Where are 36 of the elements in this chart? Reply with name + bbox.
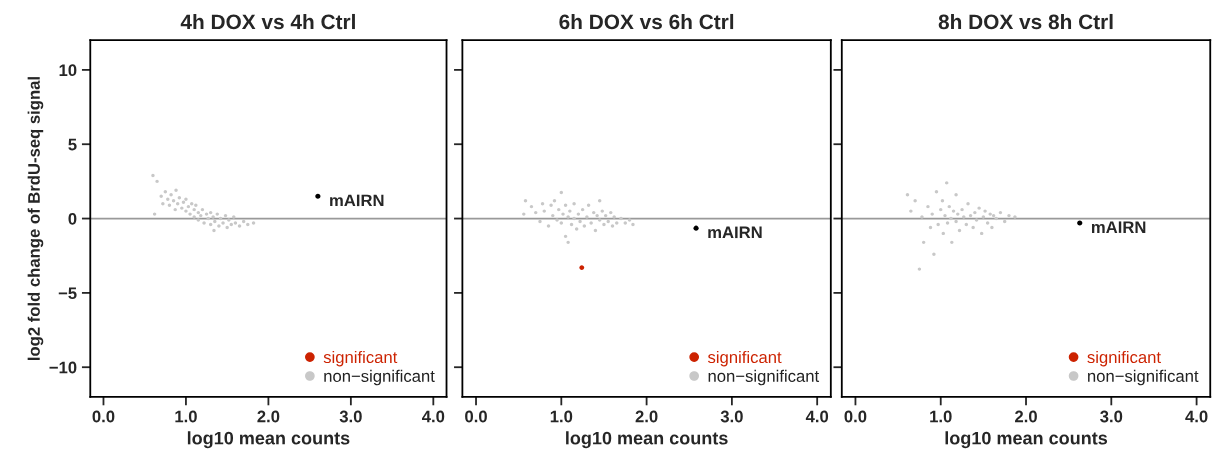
x-tick-label: 2.0 [1015, 410, 1037, 423]
x-tick-label: 1.0 [550, 410, 573, 423]
x-tick-label: 1.0 [175, 410, 197, 423]
x-axis-title: log10 mean counts [187, 431, 350, 449]
legend-label: non−significant [324, 369, 435, 386]
x-tick-label: 3.0 [720, 410, 743, 423]
x-tick-label: 0.0 [844, 410, 867, 423]
chart-title: 6h DOX vs 6h Ctrl [559, 13, 734, 30]
legend-label: significant [707, 350, 782, 367]
annotation: mAIRN [330, 194, 384, 207]
y-tick-label: 5 [68, 138, 77, 151]
chart-title: 4h DOX vs 4h Ctrl [180, 13, 355, 30]
legend-label: significant [323, 350, 398, 367]
y-tick-label: −10 [49, 361, 77, 374]
legend-label: non−significant [708, 369, 820, 386]
x-tick-label: 1.0 [930, 410, 952, 423]
x-axis-title: log10 mean counts [566, 431, 728, 449]
x-tick-label: 2.0 [635, 410, 658, 423]
y-tick-label: 0 [68, 212, 77, 225]
y-axis-title: log2 fold change of BrdU-seq signal [27, 77, 44, 360]
chart-title: 8h DOX vs 8h Ctrl [938, 13, 1113, 30]
x-tick-label: 0.0 [92, 410, 115, 423]
legend-label: non−significant [1088, 369, 1199, 386]
x-tick-label: 4.0 [805, 410, 829, 423]
legend-label: significant [1087, 350, 1161, 367]
x-tick-label: 4.0 [1185, 410, 1208, 423]
y-tick-label: 10 [59, 64, 77, 77]
x-tick-label: 3.0 [1100, 410, 1123, 423]
x-tick-label: 0.0 [465, 410, 487, 423]
x-tick-label: 3.0 [339, 410, 362, 423]
x-tick-label: 2.0 [257, 410, 280, 423]
annotation: mAIRN [1091, 221, 1146, 233]
x-axis-title: log10 mean counts [945, 431, 1108, 449]
annotation: mAIRN [708, 226, 762, 239]
x-tick-label: 4.0 [422, 410, 445, 423]
y-tick-label: −5 [58, 287, 77, 300]
